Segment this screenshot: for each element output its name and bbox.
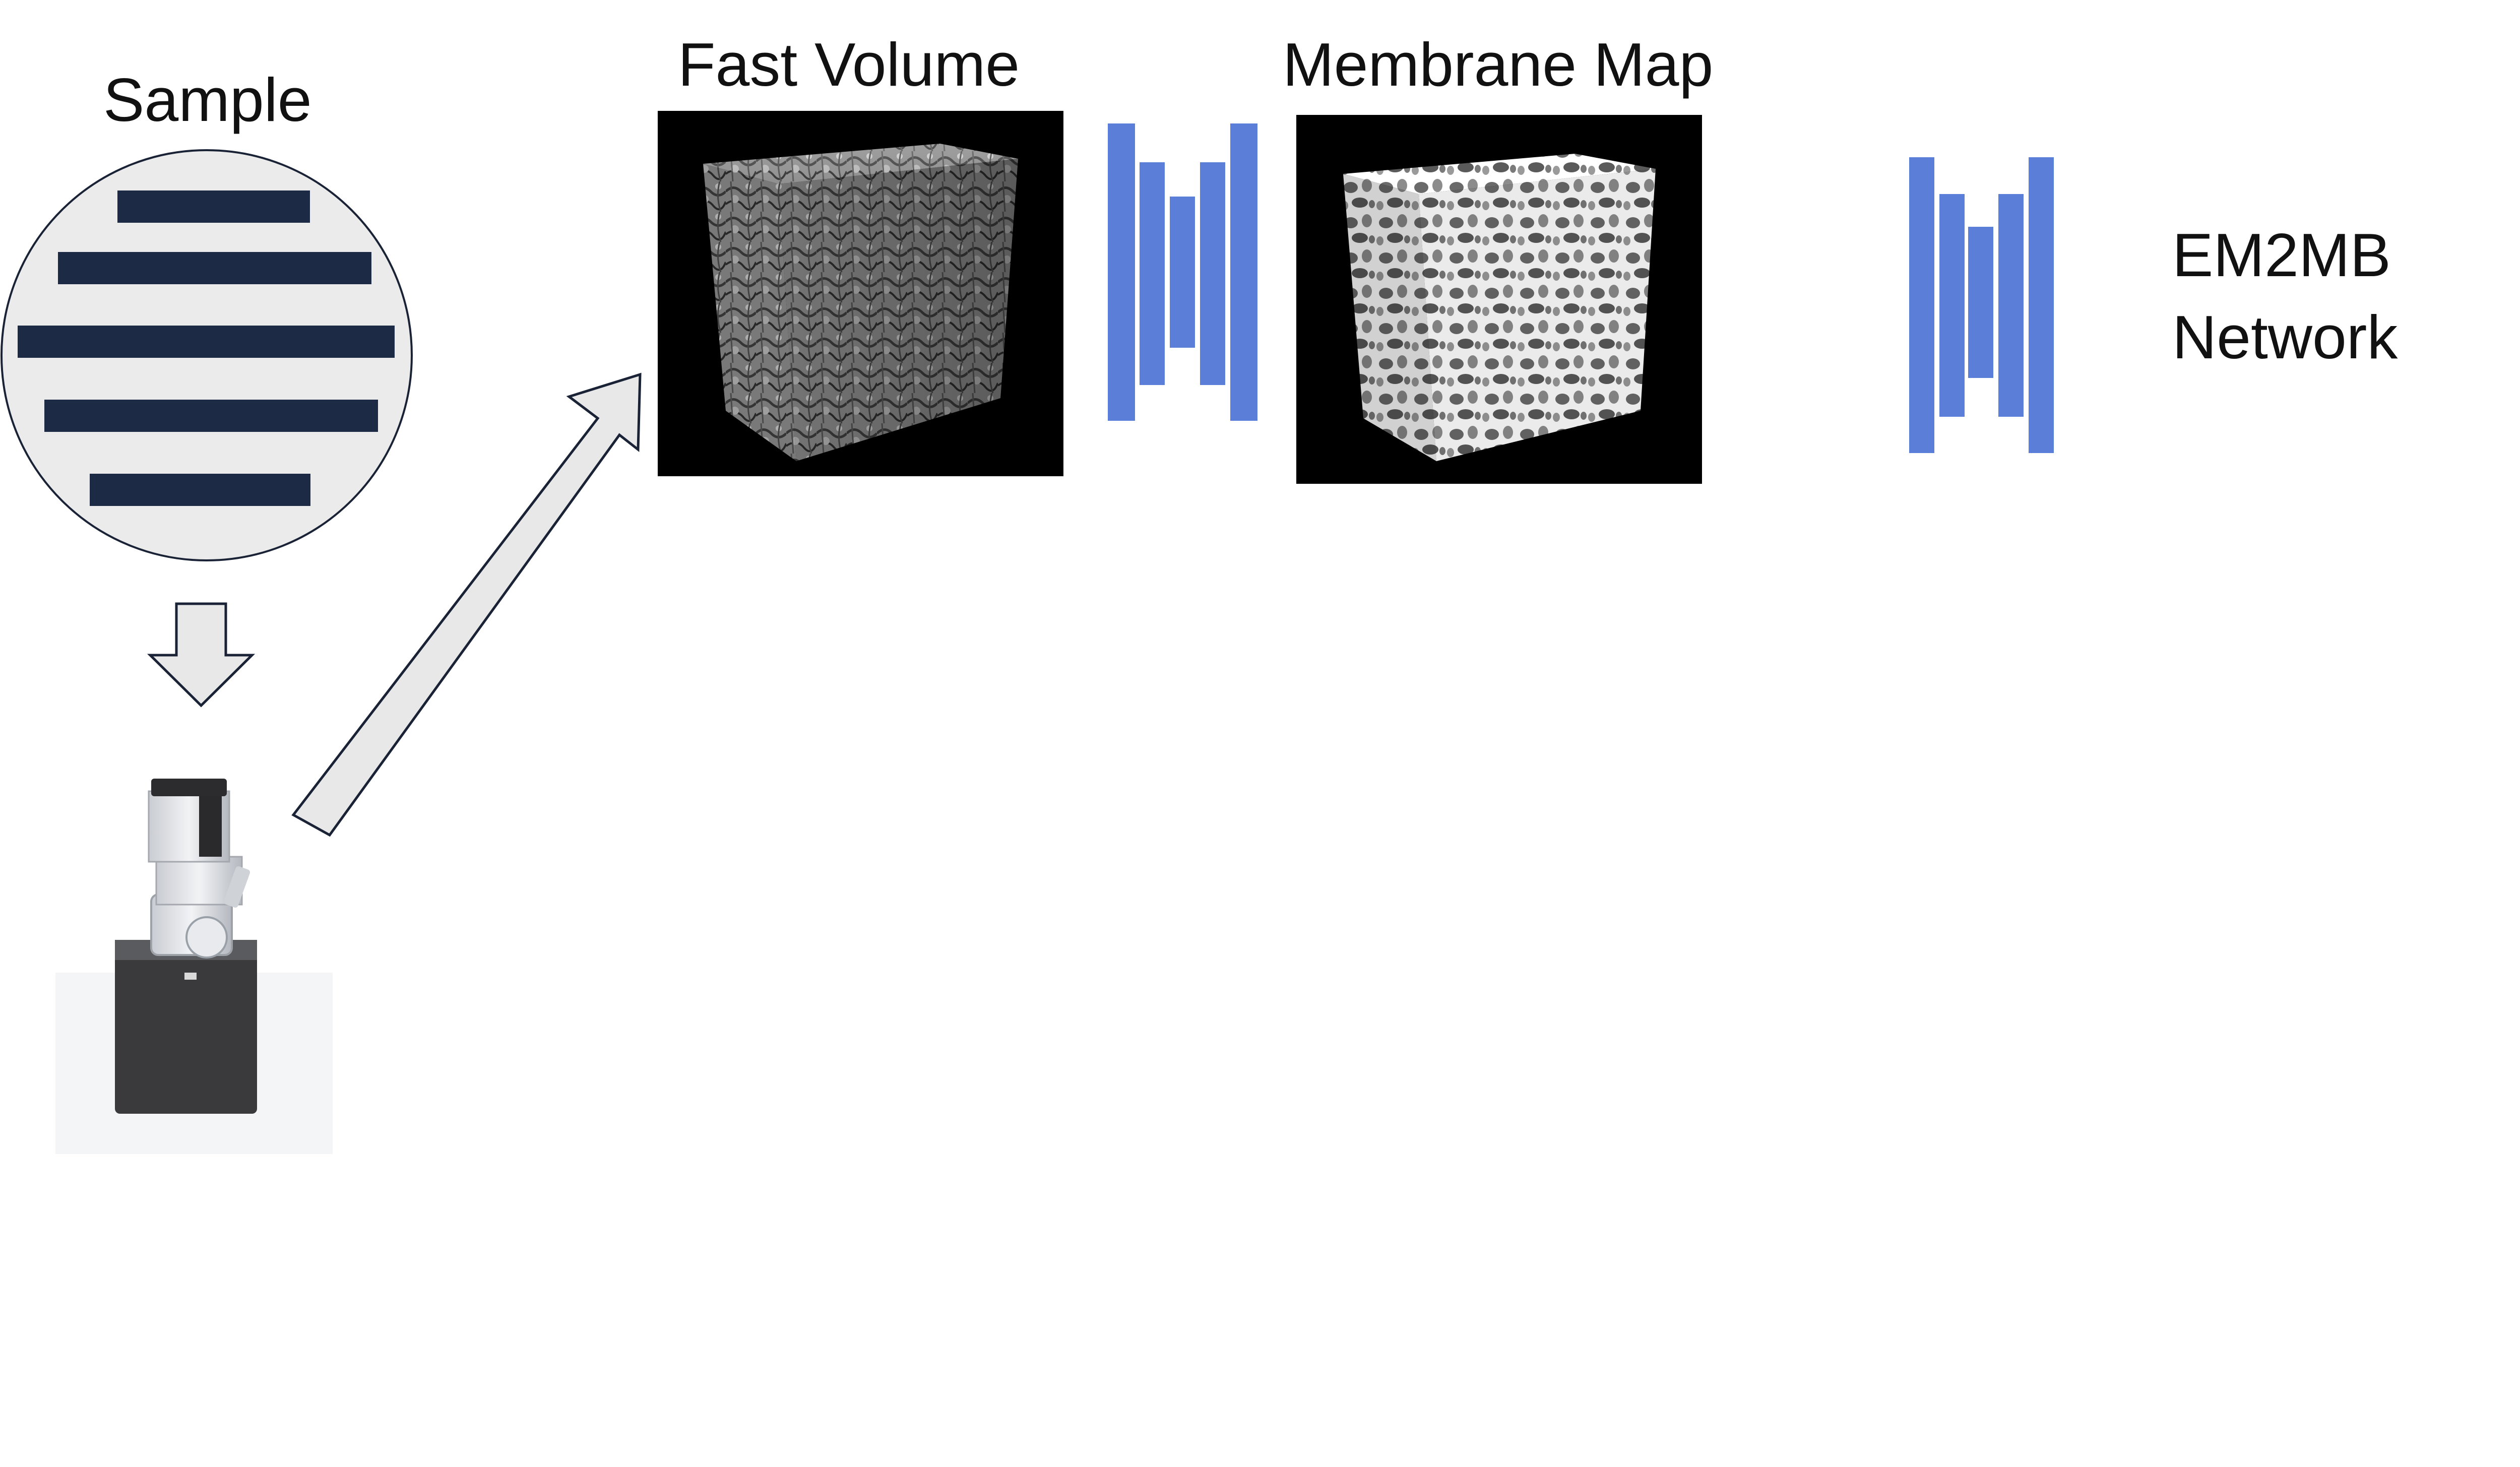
network-layer (1998, 194, 2024, 417)
membrane-map-cube (1343, 154, 1656, 461)
network-layer (1230, 123, 1257, 421)
sample-bar (18, 326, 395, 358)
network-layer (1140, 162, 1165, 385)
sample-disc-icon (1, 149, 413, 561)
network-layer (2029, 157, 2054, 453)
fast-volume-panel (658, 111, 1063, 476)
encoder-decoder-icon (1108, 123, 1257, 421)
network-layer (1968, 227, 1993, 378)
sample-bar (44, 400, 378, 432)
sample-label: Sample (103, 66, 312, 134)
network-layer (1200, 162, 1225, 385)
network-layer (1170, 197, 1195, 348)
network-layer (1108, 123, 1135, 421)
sample-bar (90, 474, 310, 506)
diagonal-arrow-icon (291, 372, 642, 837)
membrane-map-panel (1296, 115, 1702, 484)
em-volume-cube (703, 144, 1018, 461)
network-layer (1909, 157, 1934, 453)
network-label-line2: Network (2172, 303, 2398, 371)
sample-bar (58, 252, 371, 284)
fast-volume-label: Fast Volume (678, 30, 1020, 99)
network-layer (1939, 194, 1965, 417)
membrane-map-label: Membrane Map (1283, 30, 1714, 99)
network-label-line1: EM2MB (2172, 221, 2391, 289)
sample-bar (117, 190, 310, 223)
network-label: EM2MB Network (2172, 214, 2520, 378)
encoder-decoder-icon (1909, 157, 2054, 453)
electron-microscope-icon (55, 779, 333, 1154)
down-arrow-icon (147, 602, 256, 708)
